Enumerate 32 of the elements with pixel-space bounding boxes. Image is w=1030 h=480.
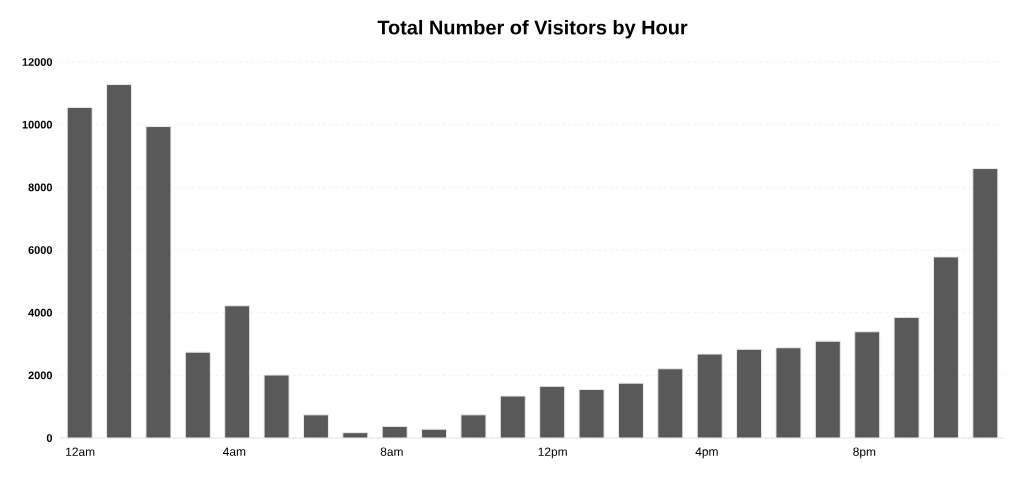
- bar: [854, 331, 881, 438]
- bar: [814, 340, 841, 438]
- bar: [302, 414, 329, 438]
- bar: [66, 106, 93, 438]
- x-tick-label: 8pm: [853, 447, 876, 459]
- y-tick-label: 0: [46, 434, 53, 442]
- bar: [932, 256, 959, 438]
- x-tick-label: 12am: [66, 447, 95, 456]
- y-tick-label: 2000: [28, 371, 53, 380]
- bar: [184, 351, 211, 438]
- bar: [775, 347, 802, 438]
- y-tick-label: 6000: [28, 246, 53, 254]
- bar: [224, 305, 251, 438]
- bar: [539, 385, 566, 438]
- bar: [696, 353, 723, 438]
- bar: [617, 382, 644, 438]
- bar: [499, 395, 526, 438]
- y-tick-label: 12000: [22, 58, 53, 66]
- bar: [736, 348, 763, 438]
- x-tick-label: 4pm: [695, 447, 718, 459]
- bar: [145, 126, 172, 438]
- y-tick-label: 10000: [22, 120, 53, 129]
- x-tick-label: 8am: [380, 447, 403, 456]
- bar: [657, 368, 684, 438]
- bar: [893, 316, 920, 438]
- bar: [106, 84, 133, 438]
- y-tick-label: 4000: [28, 308, 53, 317]
- x-tick-label: 12pm: [538, 447, 567, 459]
- chart-title: Total Number of Visitors by Hour: [377, 19, 688, 39]
- x-tick-label: 4am: [222, 447, 246, 456]
- bar: [972, 168, 999, 438]
- y-tick-label: 8000: [28, 183, 53, 192]
